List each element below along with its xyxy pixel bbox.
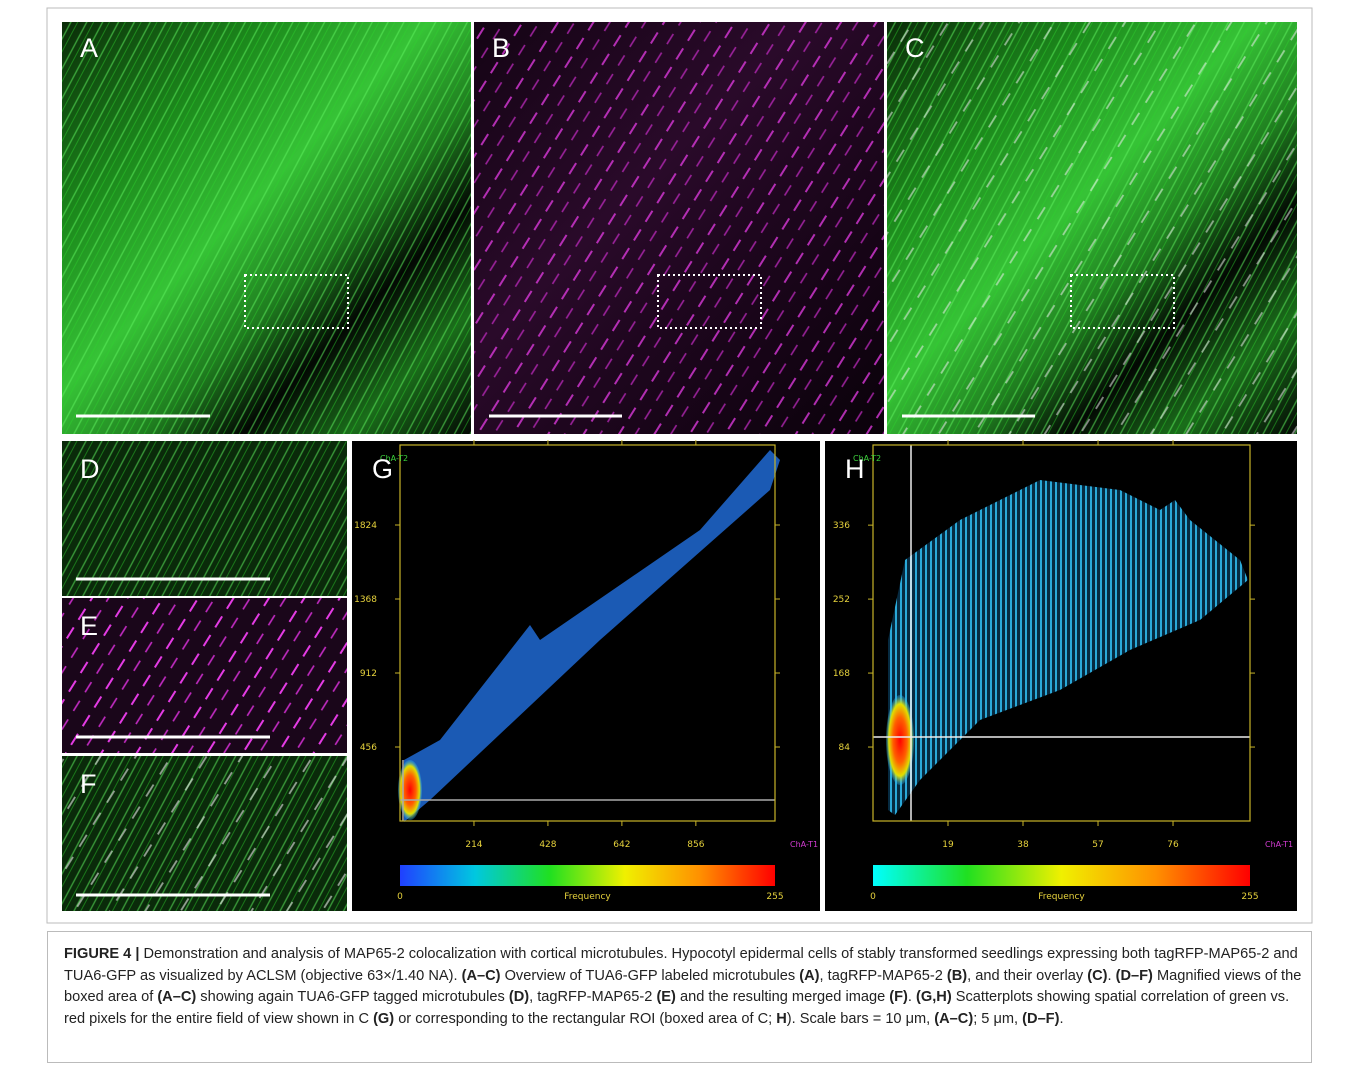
caption-bold: FIGURE 4 |: [64, 946, 140, 962]
colorbar-min: 0: [397, 892, 403, 902]
caption-text: .: [1059, 1010, 1064, 1027]
caption-text: ). Scale bars = 10 μm,: [786, 1010, 935, 1027]
plot-frame: [872, 444, 1251, 822]
y-tick-label: 84: [839, 743, 851, 753]
colorbar-max: 255: [766, 892, 783, 902]
x-axis-label: ChA-T1: [1265, 840, 1293, 849]
x-tick-label: 856: [687, 840, 704, 850]
y-tick-label: 912: [360, 669, 377, 679]
micrograph-texture: [62, 441, 347, 596]
caption-bold: (A–C): [461, 967, 501, 984]
caption-box: [47, 931, 1312, 1063]
roi-box: [657, 274, 762, 329]
panel-label: G: [372, 454, 393, 484]
scatter-density: [398, 760, 422, 820]
panel-label: F: [80, 769, 97, 799]
colorbar-max: 255: [1241, 892, 1258, 902]
plot-frame: [399, 444, 776, 822]
panel-label: E: [80, 611, 98, 641]
x-tick-label: 38: [1017, 840, 1029, 850]
scatter-cloud: [404, 450, 780, 822]
caption-text: Overview of TUA6-GFP labeled microtubule…: [500, 967, 800, 984]
y-tick-label: 456: [360, 743, 377, 753]
y-axis-label: ChA-T2: [853, 454, 881, 463]
roi-box: [1070, 274, 1175, 329]
caption-bold: (A–C): [157, 989, 197, 1005]
caption-bold: (D): [508, 989, 530, 1005]
caption-text: , and their overlay: [967, 967, 1088, 984]
caption-text: showing again TUA6-GFP tagged microtubul…: [196, 989, 509, 1005]
micrograph-texture: [474, 22, 884, 434]
caption-bold: (G): [373, 1010, 395, 1027]
colorbar-label: Frequency: [564, 892, 611, 902]
caption-text: Demonstration and analysis of MAP65-2 co…: [64, 946, 1298, 984]
roi-box: [244, 274, 349, 329]
caption-bold: (E): [656, 989, 676, 1005]
caption-bold: (F): [889, 989, 908, 1005]
colorbar: [873, 865, 1250, 886]
caption-text: ; 5 μm,: [973, 1010, 1023, 1027]
caption-text: .: [1107, 967, 1116, 984]
caption-text: .: [907, 989, 917, 1005]
y-tick-label: 336: [833, 521, 850, 531]
panel-label: D: [80, 454, 100, 484]
y-tick-label: 1824: [354, 521, 377, 531]
micrograph-texture: [62, 598, 347, 753]
caption-text: or corresponding to the rectangular ROI …: [394, 1010, 777, 1027]
colorbar-min: 0: [870, 892, 876, 902]
caption-text: Scatterplots showing spatial correlation…: [64, 989, 1290, 1027]
x-tick-label: 428: [539, 840, 556, 850]
micrograph-texture: [62, 22, 471, 434]
figure-caption: FIGURE 4 | Demonstration and analysis of…: [64, 944, 1302, 1030]
micrograph-texture: [62, 756, 347, 911]
caption-text: Magnified views of the boxed area of: [64, 967, 1302, 1006]
x-tick-label: 57: [1092, 840, 1103, 850]
y-tick-label: 252: [833, 595, 850, 605]
scatter-density: [886, 695, 914, 785]
caption-bold: H: [776, 1010, 787, 1027]
caption-bold: (A–C): [934, 1010, 974, 1027]
scatterplot-g: [352, 441, 820, 911]
x-tick-label: 19: [942, 840, 954, 850]
caption-text: , tagRFP-MAP65-2: [819, 967, 947, 984]
caption-bold: (C): [1087, 967, 1108, 984]
x-axis-label: ChA-T1: [790, 840, 818, 849]
y-axis-label: ChA-T2: [380, 454, 408, 463]
caption-bold: (G,H): [916, 989, 952, 1005]
panel-label: B: [492, 33, 510, 63]
micrograph-texture: [887, 22, 1297, 434]
caption-bold: (A): [799, 967, 820, 984]
panel-label: C: [905, 33, 925, 63]
x-tick-label: 642: [613, 840, 630, 850]
caption-bold: (D–F): [1115, 967, 1153, 984]
x-tick-label: 76: [1167, 840, 1179, 850]
x-tick-label: 214: [465, 840, 482, 850]
colorbar: [400, 865, 775, 886]
caption-text: and the resulting merged image: [675, 989, 890, 1005]
y-tick-label: 1368: [354, 595, 377, 605]
caption-bold: (D–F): [1022, 1010, 1060, 1027]
caption-bold: (B): [946, 967, 968, 984]
panel-label: H: [845, 454, 865, 484]
figure: 456 912 1368 1824 214 428 642 856 ChA-T2 ChA-T1 0 F…: [46, 7, 1313, 924]
y-tick-label: 168: [833, 669, 850, 679]
panel-label: A: [80, 33, 98, 63]
caption-text: , tagRFP-MAP65-2: [529, 989, 657, 1005]
scatter-cloud: [888, 480, 1248, 815]
colorbar-label: Frequency: [1038, 892, 1085, 902]
